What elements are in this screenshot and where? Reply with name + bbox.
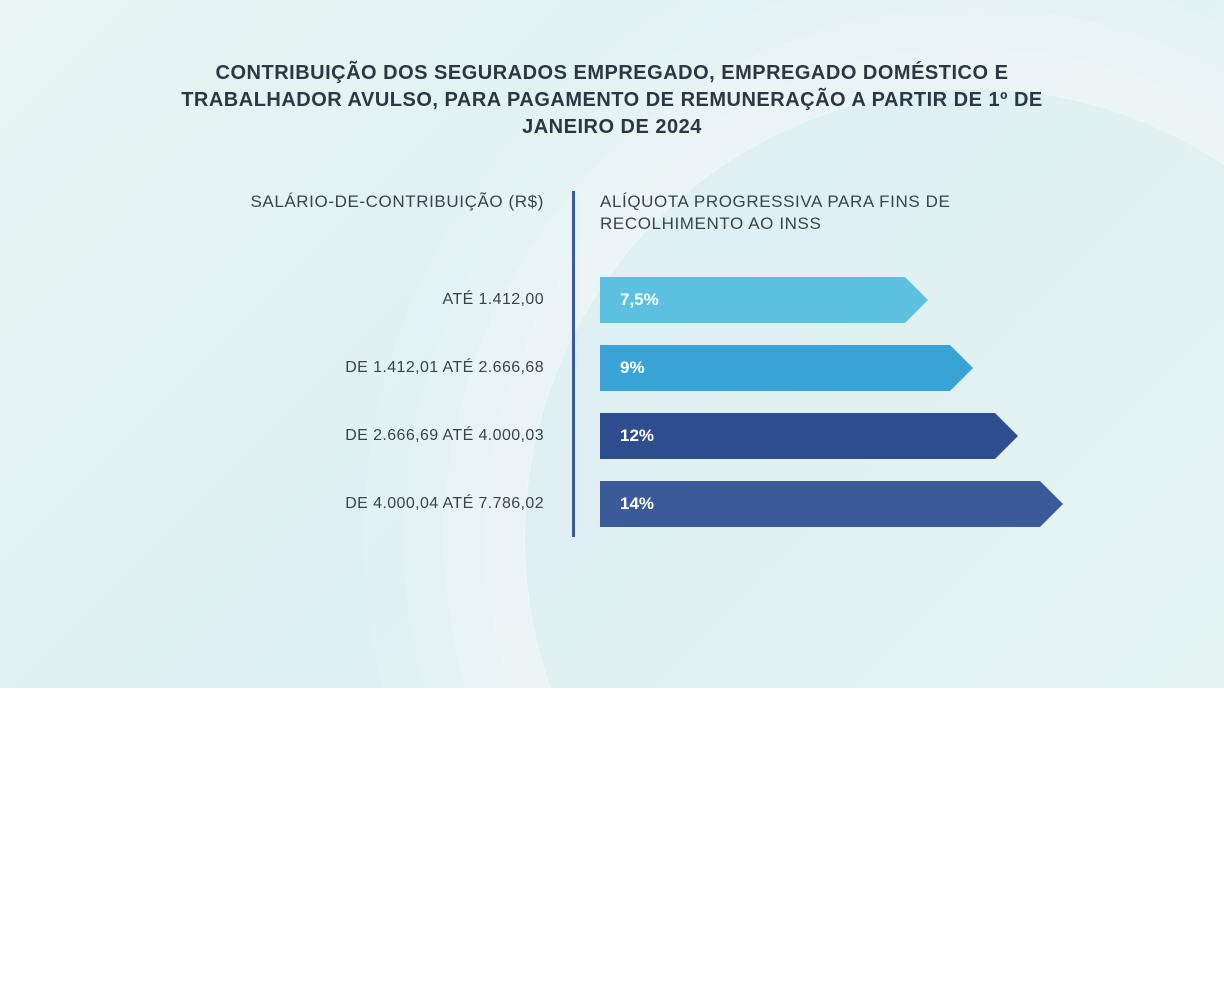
rate-arrow-bar: 9% <box>600 345 950 391</box>
rate-row: 14% <box>600 481 1072 527</box>
rate-value: 7,5% <box>620 290 659 310</box>
content-container: CONTRIBUIÇÃO DOS SEGURADOS EMPREGADO, EM… <box>0 0 1224 567</box>
salary-label: ATÉ 1.412,00 <box>443 291 544 309</box>
rate-value: 9% <box>620 358 645 378</box>
rate-arrow-bar: 12% <box>600 413 995 459</box>
rate-row: 9% <box>600 345 1072 391</box>
salary-column: SALÁRIO-DE-CONTRIBUIÇÃO (R$) ATÉ 1.412,0… <box>152 191 572 527</box>
chart-area: SALÁRIO-DE-CONTRIBUIÇÃO (R$) ATÉ 1.412,0… <box>152 191 1072 527</box>
rate-row: 7,5% <box>600 277 1072 323</box>
salary-label: DE 4.000,04 ATÉ 7.786,02 <box>345 495 544 513</box>
salary-label: DE 1.412,01 ATÉ 2.666,68 <box>345 359 544 377</box>
rate-row: 12% <box>600 413 1072 459</box>
salary-row: DE 2.666,69 ATÉ 4.000,03 <box>345 413 544 459</box>
rate-column-header: ALÍQUOTA PROGRESSIVA PARA FINS DE RECOLH… <box>600 191 1072 239</box>
page-title: CONTRIBUIÇÃO DOS SEGURADOS EMPREGADO, EM… <box>157 60 1067 141</box>
rate-arrows-rows: 7,5% 9% 12% 14% <box>600 277 1072 527</box>
rate-value: 14% <box>620 494 654 514</box>
rate-arrow-bar: 7,5% <box>600 277 905 323</box>
rate-arrow-bar: 14% <box>600 481 1040 527</box>
salary-row: DE 1.412,01 ATÉ 2.666,68 <box>345 345 544 391</box>
salary-label: DE 2.666,69 ATÉ 4.000,03 <box>345 427 544 445</box>
vertical-divider <box>572 191 575 537</box>
salary-labels-rows: ATÉ 1.412,00 DE 1.412,01 ATÉ 2.666,68 DE… <box>345 277 544 527</box>
salary-row: ATÉ 1.412,00 <box>345 277 544 323</box>
salary-row: DE 4.000,04 ATÉ 7.786,02 <box>345 481 544 527</box>
rate-value: 12% <box>620 426 654 446</box>
salary-column-header: SALÁRIO-DE-CONTRIBUIÇÃO (R$) <box>250 191 544 239</box>
rate-column: ALÍQUOTA PROGRESSIVA PARA FINS DE RECOLH… <box>572 191 1072 527</box>
